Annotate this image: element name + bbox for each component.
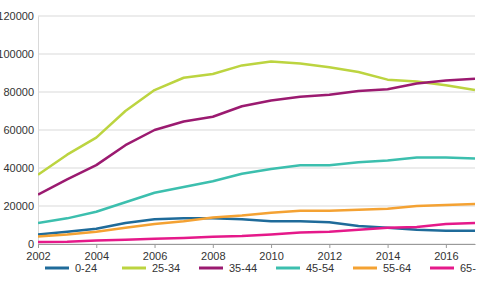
- y-tick-label: 0: [28, 238, 34, 250]
- legend-item: 55-64: [353, 262, 411, 274]
- x-tick: 2014: [376, 244, 400, 262]
- grid-line: [38, 54, 475, 55]
- y-axis: 0 20000 40000 60000 80000 100000 120000: [0, 10, 39, 250]
- legend-label: 45-54: [306, 262, 334, 274]
- legend-label: 0-24: [75, 262, 97, 274]
- legend-item: 0-24: [45, 262, 97, 274]
- x-tick: 2002: [26, 244, 50, 262]
- legend-swatch: [276, 267, 300, 270]
- legend: 0-24 25-34 35-44 45-54 55-64 65-: [45, 262, 476, 274]
- x-axis: 2002 2004 2006 2008 2010 2012 2014 2016: [26, 244, 475, 262]
- y-tick: 100000: [0, 48, 38, 60]
- y-tick-label: 40000: [3, 162, 34, 174]
- legend-swatch: [45, 267, 69, 270]
- x-tick-label: 2006: [143, 250, 167, 262]
- legend-item: 25-34: [122, 262, 180, 274]
- y-tick: 40000: [3, 162, 38, 174]
- y-tick-label: 60000: [3, 124, 34, 136]
- legend-swatch: [353, 267, 377, 270]
- x-tick-mark: [329, 244, 330, 248]
- x-tick: 2012: [318, 244, 342, 262]
- legend-label: 25-34: [152, 262, 180, 274]
- x-tick-mark: [446, 244, 447, 248]
- legend-swatch: [430, 267, 454, 270]
- grid-line: [38, 244, 475, 245]
- legend-swatch: [122, 267, 146, 270]
- legend-item: 65-: [430, 262, 476, 274]
- grid-line: [38, 16, 475, 17]
- x-tick: 2006: [143, 244, 167, 262]
- grid-line: [38, 168, 475, 169]
- y-tick-label: 20000: [3, 200, 34, 212]
- x-tick-label: 2004: [85, 250, 109, 262]
- series-line: [38, 79, 475, 195]
- x-tick-label: 2012: [318, 250, 342, 262]
- x-tick-label: 2010: [259, 250, 283, 262]
- x-tick-mark: [38, 244, 39, 248]
- x-tick-mark: [271, 244, 272, 248]
- x-tick-label: 2016: [434, 250, 458, 262]
- x-tick: 2008: [201, 244, 225, 262]
- x-tick: 2010: [259, 244, 283, 262]
- x-tick-mark: [388, 244, 389, 248]
- y-tick: 60000: [3, 124, 38, 136]
- x-tick-mark: [96, 244, 97, 248]
- y-tick: 20000: [3, 200, 38, 212]
- legend-label: 55-64: [383, 262, 411, 274]
- y-tick-label: 100000: [0, 48, 34, 60]
- y-tick: 0: [28, 238, 38, 250]
- y-axis-line: [38, 17, 39, 245]
- x-tick-label: 2008: [201, 250, 225, 262]
- x-axis-line: [39, 244, 476, 245]
- chart: 0200004000060000800001000001200002002200…: [0, 0, 492, 304]
- y-tick: 80000: [3, 86, 38, 98]
- lines: [38, 62, 475, 243]
- legend-label: 65-: [460, 262, 476, 274]
- x-tick: 2016: [434, 244, 458, 262]
- x-tick-label: 2014: [376, 250, 400, 262]
- legend-swatch: [199, 267, 223, 270]
- series-line: [38, 204, 475, 236]
- series-line: [38, 223, 475, 242]
- x-tick-label: 2002: [26, 250, 50, 262]
- legend-item: 35-44: [199, 262, 257, 274]
- y-tick-label: 80000: [3, 86, 34, 98]
- x-tick-mark: [213, 244, 214, 248]
- grid-line: [38, 92, 475, 93]
- y-tick: 120000: [0, 10, 38, 22]
- x-tick: 2004: [85, 244, 109, 262]
- x-tick-mark: [155, 244, 156, 248]
- legend-label: 35-44: [229, 262, 257, 274]
- y-tick-label: 120000: [0, 10, 34, 22]
- grid: [38, 16, 475, 244]
- legend-item: 45-54: [276, 262, 334, 274]
